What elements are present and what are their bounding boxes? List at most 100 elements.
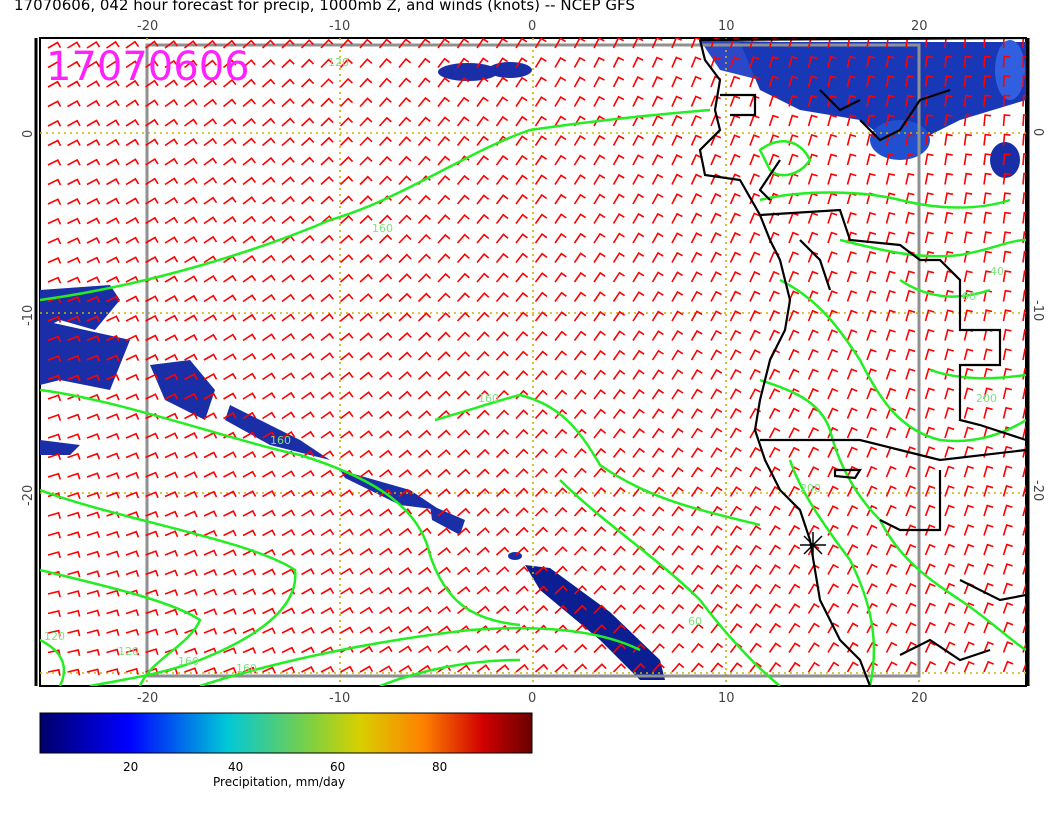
wind-barb bbox=[320, 117, 334, 127]
wind-barb bbox=[242, 59, 256, 69]
wind-barb bbox=[749, 290, 761, 302]
wind-barb bbox=[223, 666, 237, 674]
wind-barb bbox=[710, 388, 723, 400]
wind-barb bbox=[885, 329, 896, 341]
colorbar-label: Precipitation, mm/day bbox=[213, 775, 346, 789]
wind-barb bbox=[807, 368, 819, 380]
wind-barb bbox=[671, 388, 684, 400]
wind-barb bbox=[320, 352, 335, 361]
wind-barb bbox=[846, 251, 857, 263]
wind-barb bbox=[184, 235, 198, 244]
wind-barb bbox=[573, 76, 586, 88]
wind-barb bbox=[320, 78, 334, 88]
wind-barb bbox=[885, 211, 896, 224]
wind-barb bbox=[788, 368, 800, 380]
wind-barb bbox=[437, 566, 452, 576]
wind-barb bbox=[573, 174, 586, 185]
wind-barb bbox=[515, 644, 529, 654]
wind-barb bbox=[905, 38, 914, 49]
wind-barb bbox=[651, 56, 663, 68]
wind-barb bbox=[632, 330, 645, 341]
wind-barb bbox=[924, 582, 936, 595]
wind-barb bbox=[671, 564, 684, 575]
wind-barb bbox=[573, 506, 587, 517]
wind-barb bbox=[223, 196, 237, 205]
wind-barb bbox=[106, 99, 120, 108]
wind-barb bbox=[398, 136, 412, 147]
wind-barb bbox=[476, 233, 490, 244]
wind-barb bbox=[515, 350, 529, 361]
wind-barb bbox=[86, 60, 101, 69]
wind-barb bbox=[418, 645, 432, 654]
wind-barb bbox=[710, 368, 723, 380]
wind-barb bbox=[983, 309, 993, 322]
wind-barb bbox=[184, 510, 198, 518]
wind-barb bbox=[593, 526, 607, 537]
wind-barb bbox=[593, 643, 607, 654]
wind-barb bbox=[67, 256, 81, 264]
wind-barb bbox=[632, 564, 646, 576]
wind-barb bbox=[340, 352, 354, 361]
wind-barb bbox=[1022, 406, 1026, 419]
wind-barb bbox=[398, 253, 412, 264]
wind-barb bbox=[417, 38, 431, 49]
wind-barb bbox=[944, 94, 953, 107]
wind-barb bbox=[398, 566, 413, 576]
wind-barb bbox=[417, 194, 431, 205]
wind-barb bbox=[67, 590, 81, 598]
wind-barb bbox=[125, 79, 140, 88]
wind-barb bbox=[495, 526, 510, 537]
wind-barb bbox=[710, 564, 723, 575]
wind-barb bbox=[807, 75, 818, 88]
wind-barb bbox=[671, 251, 683, 263]
wind-barb bbox=[86, 589, 100, 597]
wind-barb bbox=[573, 135, 586, 146]
wind-barb bbox=[262, 666, 276, 674]
wind-barb bbox=[106, 628, 120, 636]
wind-barb bbox=[515, 291, 529, 303]
wind-barb bbox=[125, 530, 140, 538]
wind-barb bbox=[768, 329, 780, 341]
wind-barb bbox=[690, 408, 703, 419]
wind-barb bbox=[281, 117, 295, 127]
wind-barb bbox=[866, 38, 875, 49]
wind-barb bbox=[924, 328, 935, 341]
wind-barb bbox=[86, 531, 101, 539]
wind-barb bbox=[417, 233, 431, 244]
wind-barb bbox=[963, 504, 974, 517]
wind-barb bbox=[554, 213, 567, 224]
wind-barb bbox=[86, 315, 101, 323]
wind-barb bbox=[866, 94, 876, 107]
wind-barb bbox=[496, 664, 510, 673]
wind-barb bbox=[729, 407, 742, 419]
wind-barb bbox=[359, 332, 373, 342]
wind-barb bbox=[340, 410, 354, 420]
wind-barb bbox=[184, 59, 198, 69]
wind-barb bbox=[690, 193, 703, 205]
wind-barb bbox=[340, 449, 354, 459]
wind-barb bbox=[437, 449, 451, 459]
lon-tick-label: -20 bbox=[137, 19, 158, 34]
wind-barb bbox=[145, 471, 159, 479]
wind-barb bbox=[378, 253, 393, 264]
wind-barb bbox=[554, 428, 568, 439]
wind-barb bbox=[612, 565, 626, 576]
wind-barb bbox=[67, 609, 81, 617]
wind-barb bbox=[223, 451, 237, 459]
wind-barb bbox=[203, 216, 218, 225]
wind-barb bbox=[1002, 289, 1012, 302]
wind-barb bbox=[379, 547, 393, 556]
wind-barb bbox=[417, 351, 432, 361]
wind-barb bbox=[905, 172, 915, 185]
wind-barb bbox=[573, 487, 587, 498]
wind-barb bbox=[944, 524, 955, 536]
wind-barb bbox=[573, 291, 587, 302]
wind-barb bbox=[651, 408, 665, 419]
wind-barb bbox=[145, 118, 159, 127]
wind-barb bbox=[690, 388, 703, 400]
wind-barb bbox=[983, 387, 993, 400]
wind-barb bbox=[456, 213, 470, 225]
wind-barb bbox=[242, 666, 257, 674]
wind-barb bbox=[515, 38, 528, 49]
wind-barb bbox=[476, 448, 490, 459]
